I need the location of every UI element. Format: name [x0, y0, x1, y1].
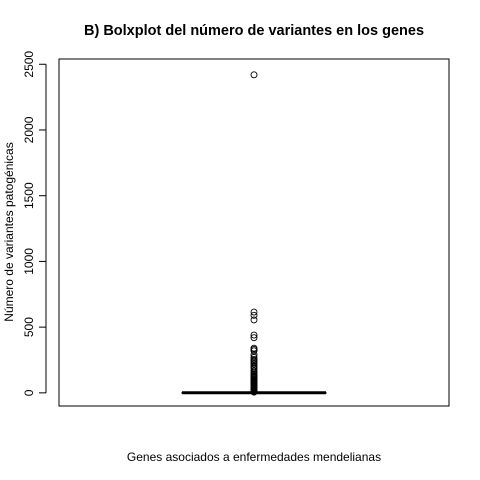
- outlier-point: [250, 316, 258, 324]
- y-tick-label: 0: [22, 389, 36, 396]
- y-axis: 0 500 1000 1500 2000 2500: [22, 51, 47, 396]
- outlier-point: [250, 388, 258, 396]
- outlier-point: [250, 347, 258, 355]
- x-axis-label: Genes asociados a enfermedades mendelian…: [127, 450, 381, 464]
- y-tick-label: 1500: [22, 182, 36, 209]
- y-tick-label: 2500: [22, 51, 36, 78]
- chart-title: B) Bolxplot del número de variantes en l…: [84, 23, 424, 39]
- y-axis-label: Número de variantes patogénicas: [2, 142, 16, 321]
- outlier-point: [250, 311, 258, 319]
- y-tick-label: 2000: [22, 116, 36, 143]
- outlier-point: [250, 353, 258, 361]
- outlier-point: [250, 360, 258, 368]
- y-tick-label: 500: [22, 317, 36, 337]
- outlier-point: [250, 331, 258, 339]
- outlier-point: [250, 334, 258, 342]
- outlier-point: [250, 71, 258, 79]
- y-tick-label: 1000: [22, 248, 36, 275]
- outlier-group: [250, 71, 258, 396]
- plot-frame: [58, 58, 450, 407]
- outlier-point: [250, 308, 258, 316]
